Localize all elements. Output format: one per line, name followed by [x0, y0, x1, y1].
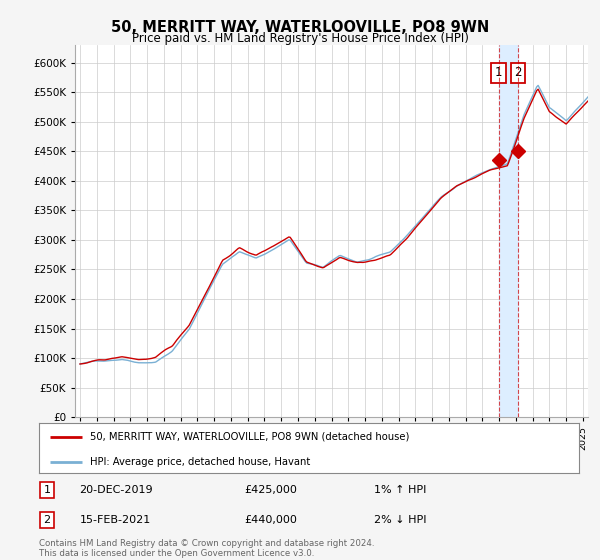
Text: 2: 2 — [514, 66, 521, 79]
Text: HPI: Average price, detached house, Havant: HPI: Average price, detached house, Hava… — [90, 457, 311, 467]
Text: Contains HM Land Registry data © Crown copyright and database right 2024.
This d: Contains HM Land Registry data © Crown c… — [39, 539, 374, 558]
Text: 2% ↓ HPI: 2% ↓ HPI — [374, 515, 426, 525]
Text: 20-DEC-2019: 20-DEC-2019 — [79, 485, 153, 495]
Bar — [499, 45, 518, 417]
Text: £440,000: £440,000 — [244, 515, 297, 525]
Text: 50, MERRITT WAY, WATERLOOVILLE, PO8 9WN: 50, MERRITT WAY, WATERLOOVILLE, PO8 9WN — [111, 20, 489, 35]
Text: 1% ↑ HPI: 1% ↑ HPI — [374, 485, 426, 495]
Text: 15-FEB-2021: 15-FEB-2021 — [79, 515, 151, 525]
Text: £425,000: £425,000 — [244, 485, 297, 495]
Text: 1: 1 — [44, 485, 50, 495]
Text: 2: 2 — [44, 515, 50, 525]
Text: 1: 1 — [495, 66, 502, 79]
Text: Price paid vs. HM Land Registry's House Price Index (HPI): Price paid vs. HM Land Registry's House … — [131, 32, 469, 45]
Text: 50, MERRITT WAY, WATERLOOVILLE, PO8 9WN (detached house): 50, MERRITT WAY, WATERLOOVILLE, PO8 9WN … — [90, 432, 410, 442]
